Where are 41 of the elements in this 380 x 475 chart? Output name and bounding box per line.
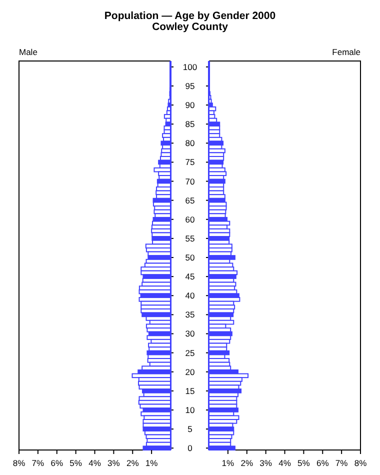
- x-tick-label: 4%: [278, 458, 292, 468]
- y-tick-label: 90: [185, 100, 195, 110]
- x-tick-label: 7%: [335, 458, 348, 468]
- y-tick-label: 10: [185, 404, 195, 415]
- x-tick-label: 8%: [354, 458, 368, 468]
- x-tick-label: 2%: [126, 458, 140, 468]
- x-tick-label: 6%: [50, 458, 64, 468]
- x-tick-label: 5%: [70, 458, 82, 468]
- y-tick-label: 60: [185, 214, 195, 224]
- y-tick-label: 80: [185, 138, 195, 148]
- x-tick-label: 7%: [32, 458, 45, 468]
- x-tick-label: 6%: [316, 458, 330, 468]
- y-tick-label: 45: [185, 272, 195, 282]
- y-tick-label: 100: [182, 62, 198, 72]
- x-tick-label: 5%: [298, 458, 310, 468]
- x-tick-label: 3%: [260, 458, 272, 468]
- y-tick-label: 20: [185, 366, 195, 377]
- y-tick-label: 75: [185, 157, 195, 168]
- y-tick-label: 30: [185, 328, 195, 339]
- x-tick-label: 1%: [222, 458, 235, 468]
- x-tick-label: 3%: [108, 458, 120, 468]
- y-tick-label: 5: [188, 424, 193, 434]
- y-tick-label: 70: [185, 176, 195, 186]
- y-tick-label: 15: [185, 386, 195, 396]
- y-tick-label: 40: [185, 290, 195, 301]
- y-tick-label: 55: [185, 233, 195, 244]
- x-tick-label: 8%: [12, 458, 26, 468]
- y-tick-label: 65: [185, 195, 195, 206]
- y-axis-title: Male: [19, 47, 38, 57]
- y-tick-label: 50: [185, 252, 195, 262]
- y-tick-label: 0: [188, 443, 193, 454]
- y-tick-label: 85: [185, 119, 195, 130]
- x-tick-label: 4%: [88, 458, 102, 468]
- x-tick-label: 1%: [145, 458, 158, 468]
- x-tick-label: 2%: [240, 458, 254, 468]
- y-tick-label: 35: [185, 310, 195, 320]
- chart-title: Population — Age by Gender 2000: [104, 10, 276, 22]
- y-axis-title: Female: [332, 47, 361, 57]
- chart-subtitle: Cowley County: [152, 21, 228, 33]
- y-tick-label: 95: [185, 80, 195, 91]
- y-tick-label: 25: [185, 348, 195, 358]
